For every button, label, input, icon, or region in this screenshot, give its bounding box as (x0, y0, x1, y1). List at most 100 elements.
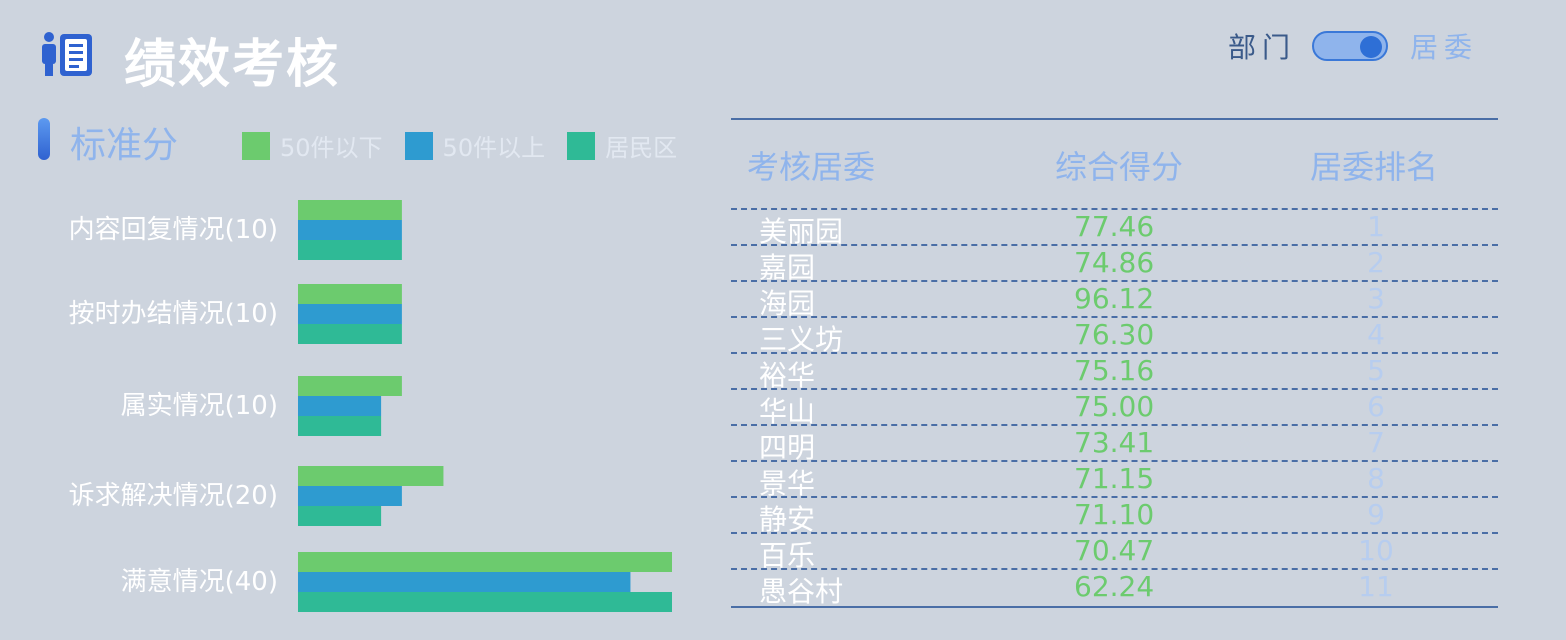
user-document-icon (42, 32, 92, 76)
bar-blue (298, 304, 402, 324)
table-top-border (731, 118, 1498, 120)
bar-green (298, 200, 402, 220)
table-row[interactable]: 海园 96.12 3 (731, 282, 1498, 320)
row-divider (731, 316, 1498, 318)
category-label: 内容回复情况(10) (69, 215, 278, 245)
bar-teal (298, 506, 382, 526)
committee-name: 三义坊 (759, 323, 844, 356)
rank-value: 3 (1367, 282, 1385, 315)
header-rank: 居委排名 (1310, 148, 1439, 186)
standard-score-bar-chart: 内容回复情况(10) 按时办结情况(10) 属实情况(10) 诉求解决情况(20) 满意… (69, 200, 672, 612)
row-divider (731, 208, 1498, 210)
score-value: 70.47 (1074, 534, 1155, 567)
rank-value: 2 (1367, 246, 1385, 279)
rank-value: 4 (1367, 318, 1385, 351)
bar-teal (298, 592, 672, 612)
legend-label: 居民区 (605, 134, 678, 162)
committee-name: 愚谷村 (759, 575, 844, 608)
bar-blue (298, 396, 382, 416)
row-divider (731, 280, 1498, 282)
row-divider (731, 424, 1498, 426)
table-row[interactable]: 三义坊 76.30 4 (731, 318, 1498, 356)
category-label: 诉求解决情况(20) (69, 481, 278, 511)
page-title: 绩效考核 (124, 35, 341, 95)
score-value: 62.24 (1074, 570, 1155, 603)
row-divider (731, 460, 1498, 462)
committee-name: 百乐 (759, 539, 816, 572)
bar-green (298, 552, 672, 572)
committee-name: 美丽园 (759, 215, 844, 248)
bar-blue (298, 486, 402, 506)
bar-teal (298, 324, 402, 344)
header-committee: 考核居委 (747, 148, 876, 186)
rank-value: 8 (1367, 462, 1385, 495)
legend-item: 50件以上 (404, 128, 546, 163)
bar-green (298, 376, 402, 396)
legend-label: 50件以上 (442, 134, 546, 162)
rank-value: 5 (1367, 354, 1385, 387)
row-divider (731, 388, 1498, 390)
score-value: 77.46 (1074, 210, 1155, 243)
rank-value: 9 (1367, 498, 1385, 531)
table-row[interactable]: 裕华 75.16 5 (731, 354, 1498, 392)
chart-legend: 50件以下 50件以上 居民区 (242, 128, 699, 163)
header-score: 综合得分 (1055, 148, 1184, 186)
committee-name: 海园 (759, 287, 816, 320)
table-row[interactable]: 景华 71.15 8 (731, 462, 1498, 500)
score-value: 96.12 (1074, 282, 1155, 315)
rank-value: 1 (1367, 210, 1385, 243)
rank-value: 10 (1358, 534, 1394, 567)
score-value: 71.10 (1074, 498, 1155, 531)
bar-teal (298, 240, 402, 260)
row-divider (731, 568, 1498, 570)
toggle-knob (1360, 36, 1383, 58)
score-value: 76.30 (1074, 318, 1155, 351)
row-divider (731, 244, 1498, 246)
table-row[interactable]: 美丽园 77.46 1 (731, 210, 1498, 248)
rank-value: 11 (1358, 570, 1394, 603)
table-row[interactable]: 华山 75.00 6 (731, 390, 1498, 428)
toggle-switch[interactable] (1312, 31, 1389, 61)
legend-item: 50件以下 (242, 128, 383, 163)
score-value: 75.00 (1074, 390, 1155, 423)
committee-name: 嘉园 (759, 251, 816, 284)
table-row[interactable]: 嘉园 74.86 2 (731, 246, 1498, 284)
score-value: 71.15 (1074, 462, 1155, 495)
legend-swatch-green (242, 131, 270, 160)
bar-green (298, 466, 444, 486)
section-title: 标准分 (70, 125, 179, 166)
table-row[interactable]: 愚谷村 62.24 11 (731, 570, 1498, 608)
rank-value: 7 (1367, 426, 1385, 459)
legend-swatch-blue (404, 131, 433, 160)
committee-name: 景华 (759, 467, 816, 500)
committee-name: 静安 (759, 503, 816, 536)
department-committee-toggle[interactable]: 部门 居委 (1228, 28, 1478, 64)
bar-teal (298, 416, 382, 436)
table-row[interactable]: 百乐 70.47 10 (731, 534, 1498, 572)
row-divider (731, 352, 1498, 354)
score-value: 75.16 (1074, 354, 1155, 387)
table-row[interactable]: 静安 71.10 9 (731, 498, 1498, 536)
section-accent-bar (38, 118, 50, 160)
score-value: 73.41 (1074, 426, 1155, 459)
legend-item: 居民区 (567, 128, 677, 163)
category-label: 满意情况(40) (121, 567, 278, 597)
committee-name: 裕华 (759, 359, 816, 392)
bar-green (298, 284, 402, 304)
legend-swatch-teal (567, 131, 596, 160)
bar-blue (298, 572, 631, 592)
rank-value: 6 (1367, 390, 1385, 423)
committee-name: 四明 (759, 431, 816, 464)
toggle-label-department[interactable]: 部门 (1228, 31, 1297, 64)
score-value: 74.86 (1074, 246, 1155, 279)
row-divider (731, 496, 1498, 498)
table-row[interactable]: 四明 73.41 7 (731, 426, 1498, 464)
bar-blue (298, 220, 402, 240)
category-label: 属实情况(10) (121, 391, 278, 421)
legend-label: 50件以下 (280, 134, 383, 162)
category-label: 按时办结情况(10) (69, 299, 278, 329)
table-bottom-border (731, 606, 1498, 608)
row-divider (731, 532, 1498, 534)
committee-name: 华山 (759, 395, 816, 428)
toggle-label-committee[interactable]: 居委 (1410, 31, 1479, 64)
